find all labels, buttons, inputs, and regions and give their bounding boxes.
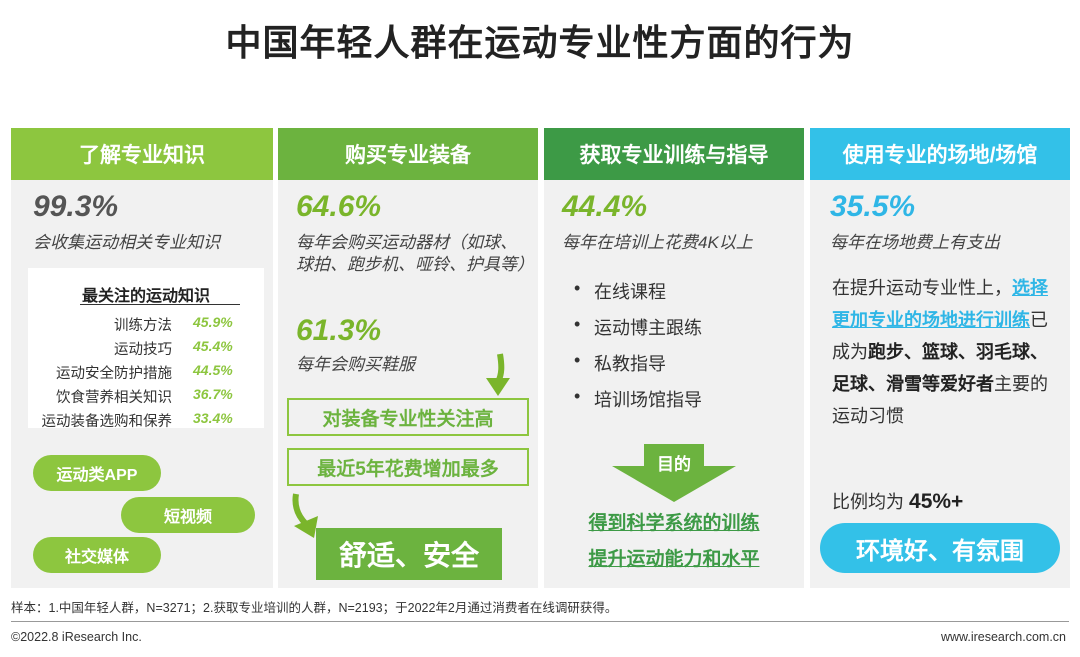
list-item: 在线课程 bbox=[574, 278, 666, 304]
column-training: 获取专业训练与指导 44.4% 每年在培训上花费4K以上 在线课程 运动博主跟练… bbox=[544, 128, 804, 588]
knowledge-label: 运动技巧 bbox=[114, 342, 172, 358]
divider bbox=[80, 304, 240, 305]
page-title: 中国年轻人群在运动专业性方面的行为 bbox=[225, 22, 855, 63]
column-header: 获取专业训练与指导 bbox=[544, 128, 804, 180]
knowledge-value: 45.9% bbox=[193, 314, 233, 330]
ratio-text: 比例均为 45%+ bbox=[832, 488, 963, 514]
knowledge-label: 饮食营养相关知识 bbox=[56, 390, 172, 406]
stat-description: 每年在场地费上有支出 bbox=[830, 233, 1000, 252]
sample-note: 样本：1.中国年轻人群，N=3271；2.获取专业培训的人群，N=2193；于2… bbox=[11, 601, 618, 615]
stat-value: 35.5% bbox=[830, 190, 916, 223]
footer-divider bbox=[11, 621, 1069, 622]
ratio-label: 比例均为 bbox=[832, 492, 904, 512]
stat-value: 99.3% bbox=[33, 190, 119, 223]
knowledge-table: 最关注的运动知识 训练方法 45.9% 运动技巧 45.4% 运动安全防护措施 … bbox=[28, 268, 264, 430]
venue-paragraph: 在提升运动专业性上，选择更加专业的场地进行训练已成为跑步、篮球、羽毛球、足球、滑… bbox=[832, 272, 1060, 432]
curved-arrow-icon bbox=[486, 353, 510, 396]
highlight-box: 最近5年花费增加最多 bbox=[287, 448, 529, 486]
knowledge-value: 45.4% bbox=[193, 338, 233, 354]
list-item: 私教指导 bbox=[574, 350, 666, 376]
channel-pill-app: 运动类APP bbox=[33, 455, 161, 491]
result-text: 提升运动能力和水平 bbox=[588, 549, 760, 570]
ratio-value: 45%+ bbox=[909, 490, 964, 513]
stat-value: 61.3% bbox=[296, 314, 382, 347]
stat-description: 会收集运动相关专业知识 bbox=[33, 233, 220, 252]
knowledge-label: 运动安全防护措施 bbox=[56, 366, 172, 382]
arrow-label: 目的 bbox=[657, 455, 691, 474]
knowledge-label: 训练方法 bbox=[114, 318, 172, 334]
knowledge-value: 36.7% bbox=[193, 386, 233, 402]
knowledge-table-title: 最关注的运动知识 bbox=[81, 288, 210, 305]
column-header: 购买专业装备 bbox=[278, 128, 538, 180]
curved-arrow-icon bbox=[292, 493, 318, 538]
channel-pill-social-media: 社交媒体 bbox=[33, 537, 161, 573]
stat-value: 64.6% bbox=[296, 190, 382, 223]
column-knowledge: 了解专业知识 99.3% 会收集运动相关专业知识 最关注的运动知识 训练方法 4… bbox=[11, 128, 273, 588]
column-venue: 使用专业的场地/场馆 35.5% 每年在场地费上有支出 在提升运动专业性上，选择… bbox=[810, 128, 1070, 588]
purpose-arrow-icon bbox=[612, 444, 736, 502]
column-header: 了解专业知识 bbox=[11, 128, 273, 180]
para-text: 已成为 bbox=[832, 310, 1048, 362]
para-text: 主要的运动习惯 bbox=[832, 374, 1048, 426]
column-header: 使用专业的场地/场馆 bbox=[810, 128, 1070, 180]
channel-pill-short-video: 短视频 bbox=[121, 497, 255, 533]
result-pill: 环境好、有氛围 bbox=[820, 523, 1060, 573]
website-link: www.iresearch.com.cn bbox=[940, 630, 1066, 644]
para-sports: 跑步、篮球、羽毛球、足球、滑雪等爱好者 bbox=[832, 342, 1048, 394]
stat-description: 每年在培训上花费4K以上 bbox=[562, 233, 753, 252]
result-box: 舒适、安全 bbox=[316, 528, 502, 580]
result-text: 得到科学系统的训练 bbox=[588, 513, 760, 534]
list-item: 运动博主跟练 bbox=[574, 314, 702, 340]
stat-description: 每年会购买鞋服 bbox=[296, 355, 415, 374]
highlight-box: 对装备专业性关注高 bbox=[287, 398, 529, 436]
stat-description: 每年会购买运动器材（如球、球拍、跑步机、哑铃、护具等） bbox=[296, 233, 534, 274]
knowledge-value: 33.4% bbox=[193, 410, 233, 426]
stat-value: 44.4% bbox=[562, 190, 648, 223]
knowledge-label: 运动装备选购和保养 bbox=[41, 414, 173, 430]
para-highlight: 选择更加专业的场地进行训练 bbox=[832, 278, 1048, 330]
para-text: 在提升运动专业性上， bbox=[832, 278, 1012, 298]
column-equipment: 购买专业装备 64.6% 每年会购买运动器材（如球、球拍、跑步机、哑铃、护具等）… bbox=[278, 128, 538, 588]
copyright: ©2022.8 iResearch Inc. bbox=[11, 630, 142, 644]
list-item: 培训场馆指导 bbox=[574, 386, 702, 412]
knowledge-value: 44.5% bbox=[193, 362, 233, 378]
